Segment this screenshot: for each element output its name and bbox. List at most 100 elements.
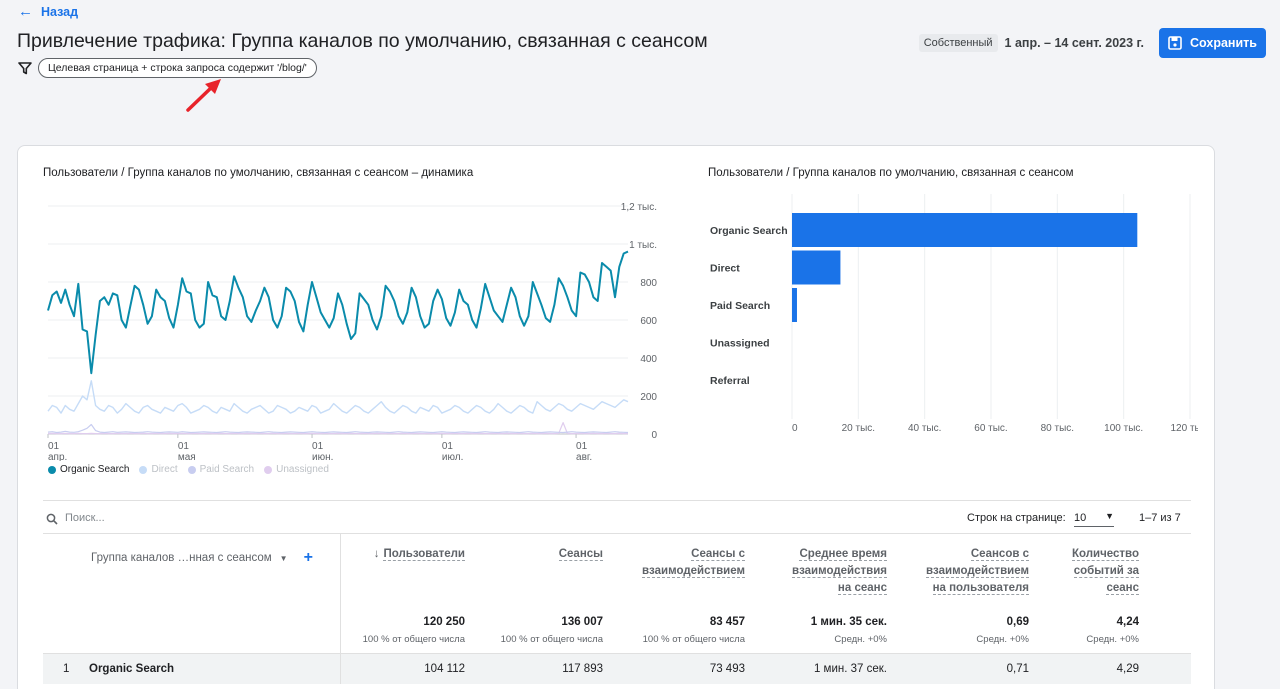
pagination-label: 1–7 из 7: [1139, 512, 1181, 524]
report-card: Пользователи / Группа каналов по умолчан…: [17, 145, 1215, 689]
legend-label: Direct: [151, 464, 178, 475]
sort-arrow-down-icon: ↓: [373, 548, 380, 560]
legend-label: Unassigned: [276, 464, 329, 475]
x-tick-day: 01: [442, 441, 454, 452]
filter-icon[interactable]: [18, 61, 32, 75]
row-dimension-cell: 1 Organic Search: [43, 653, 341, 684]
y-tick-label: 800: [640, 278, 657, 289]
column-header-users[interactable]: ↓ Пользователи 120 250 100 % от общего чи…: [340, 533, 475, 654]
search-icon: [46, 513, 58, 525]
column-header-label: Сеансы: [558, 546, 603, 563]
save-label: Сохранить: [1190, 36, 1257, 50]
column-label: Пользователи: [383, 548, 465, 561]
add-dimension-icon[interactable]: +: [303, 549, 313, 566]
legend-item-unassigned[interactable]: Unassigned: [264, 464, 329, 475]
bar-direct: [792, 250, 841, 285]
legend-dot: [48, 465, 56, 474]
row-cell: 117 893: [475, 653, 613, 684]
line-chart-title: Пользователи / Группа каналов по умолчан…: [43, 167, 474, 179]
y-tick-label: 1,2 тыс.: [621, 202, 657, 213]
table-toolbar: Поиск... Строк на странице: 10 ▼ 1–7 из …: [43, 500, 1191, 534]
column-total: 83 457: [709, 616, 745, 628]
row-index: 1: [63, 662, 70, 675]
x-tick-day: 01: [312, 441, 324, 452]
row-cell: 73 493: [613, 653, 755, 684]
x-tick-month: апр.: [48, 452, 67, 461]
chevron-down-icon: ▼: [1105, 511, 1114, 521]
table-row[interactable]: 1 Organic Search 104 112 117 893 73 493 1…: [43, 653, 1191, 684]
line-chart-legend: Organic Search Direct Paid Search Unassi…: [48, 464, 329, 475]
dimension-header-label[interactable]: Группа каналов …нная с сеансом: [91, 552, 272, 564]
filter-chip[interactable]: Целевая страница + строка запроса содерж…: [38, 58, 317, 78]
dimension-column-header: Группа каналов …нная с сеансом ▼ +: [43, 533, 341, 654]
legend-item-paid-search[interactable]: Paid Search: [187, 464, 255, 475]
column-header-sessions[interactable]: Сеансы 136 007 100 % от общего числа: [475, 533, 613, 654]
x-tick-day: 01: [48, 441, 60, 452]
column-header-label: ↓ Пользователи: [374, 546, 465, 563]
bar-chart: Organic Search Direct Paid Search Unassigne…: [710, 194, 1198, 434]
series-line-unassigned: [47, 422, 628, 435]
row-cell: 104 112: [340, 653, 475, 684]
bar-category-label: Paid Search: [710, 300, 770, 312]
row-cell: 4,29: [1039, 653, 1149, 684]
x-tick-label: 100 тыс.: [1104, 423, 1143, 434]
x-tick-month: авг.: [576, 452, 592, 461]
x-tick-label: 120 тыс.: [1170, 423, 1198, 434]
column-total-sub: Средн. +0%: [834, 634, 887, 645]
column-label: Сеансов с взаимодействием на пользовател…: [925, 548, 1029, 595]
rows-per-page-select[interactable]: 10 ▼: [1074, 509, 1114, 527]
legend-item-direct[interactable]: Direct: [139, 464, 178, 475]
legend-label: Organic Search: [60, 464, 130, 475]
column-total: 136 007: [561, 616, 603, 628]
y-tick-label: 0: [651, 430, 657, 441]
annotation-arrow-icon: [186, 79, 221, 112]
legend-label: Paid Search: [199, 464, 255, 475]
arrow-left-icon: ←: [18, 3, 33, 20]
bar-category-label: Direct: [710, 263, 740, 275]
x-tick-day: 01: [576, 441, 588, 452]
bar-paid-search: [792, 288, 797, 322]
data-table: Группа каналов …нная с сеансом ▼ + ↓ Поль…: [43, 533, 1191, 684]
column-header-engaged-per-user[interactable]: Сеансов с взаимодействием на пользовател…: [897, 533, 1039, 654]
legend-item-organic-search[interactable]: Organic Search: [48, 464, 129, 475]
bar-organic-search: [792, 213, 1138, 247]
rows-per-page-value: 10: [1074, 512, 1087, 524]
series-line-organic-search: [47, 250, 629, 375]
column-header-avg-engagement-time[interactable]: Среднее время взаимодействия на сеанс 1 …: [755, 533, 897, 654]
date-range[interactable]: Собственный 1 апр. – 14 сент. 2023 г.: [918, 34, 1144, 52]
x-tick-day: 01: [178, 441, 190, 452]
column-label: Количество событий за сеанс: [1071, 548, 1139, 595]
legend-dot: [139, 465, 148, 474]
column-header-label: Сеансов с взаимодействием на пользовател…: [924, 546, 1029, 597]
column-header-label: Количество событий за сеанс: [1059, 546, 1139, 597]
y-tick-label: 200: [640, 392, 657, 403]
y-tick-label: 400: [640, 354, 657, 365]
column-total-sub: 100 % от общего числа: [500, 634, 603, 645]
page-title: Привлечение трафика: Группа каналов по у…: [17, 30, 708, 52]
column-label: Сеансы с взаимодействием: [641, 548, 745, 578]
bar-category-label: Referral: [710, 375, 750, 387]
column-total: 120 250: [423, 616, 465, 628]
column-header-overflow: [1149, 533, 1191, 654]
legend-dot: [264, 465, 273, 474]
x-tick-label: 80 тыс.: [1041, 423, 1074, 434]
column-total: 1 мин. 35 сек.: [810, 616, 887, 628]
bar-chart-title: Пользователи / Группа каналов по умолчан…: [708, 167, 1074, 179]
rows-per-page-label: Строк на странице:: [967, 512, 1066, 524]
series-line-paid-search: [47, 423, 629, 434]
back-label: Назад: [41, 4, 79, 19]
column-header-events-per-session[interactable]: Количество событий за сеанс 4,24 Средн. …: [1039, 533, 1149, 654]
back-link[interactable]: ← Назад: [18, 4, 78, 19]
column-header-engaged-sessions[interactable]: Сеансы с взаимодействием 83 457 100 % от…: [613, 533, 755, 654]
date-range-label: 1 апр. – 14 сент. 2023 г.: [1004, 36, 1144, 50]
legend-dot: [187, 465, 196, 474]
column-total-sub: 100 % от общего числа: [362, 634, 465, 645]
dropdown-icon[interactable]: ▼: [279, 553, 288, 563]
search-input[interactable]: Поиск...: [65, 512, 105, 524]
row-cell-overflow: [1149, 653, 1191, 684]
save-button[interactable]: Сохранить: [1159, 28, 1266, 58]
table-header-row: Группа каналов …нная с сеансом ▼ + ↓ Поль…: [43, 533, 1191, 654]
column-total: 0,69: [1006, 616, 1029, 628]
x-tick-month: июн.: [312, 452, 333, 461]
